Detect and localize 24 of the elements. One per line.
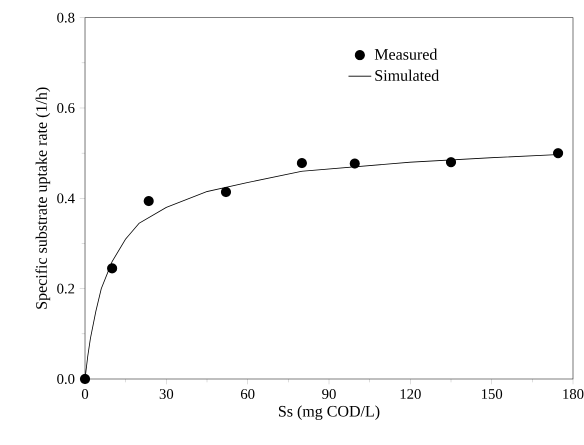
y-tick-label: 0.6 xyxy=(57,103,75,113)
point xyxy=(220,186,232,198)
legend-label: Simulated xyxy=(375,70,440,81)
y-tick-label: 0.0 xyxy=(57,374,74,384)
point xyxy=(144,196,154,206)
point xyxy=(553,148,564,158)
legend-label: Measured xyxy=(374,48,438,60)
point xyxy=(296,158,307,168)
x-axis-title: Ss (mg COD/L) xyxy=(278,405,380,420)
y-tick-label: 0.2 xyxy=(57,284,74,294)
x-tick-label: 120 xyxy=(400,389,421,399)
x-tick-label: 30 xyxy=(160,389,174,399)
y-axis-title: Specific substrate uptake rate (1/h) xyxy=(35,88,50,309)
x-tick-label: 0 xyxy=(82,389,88,399)
x-tick-label: 60 xyxy=(240,389,254,399)
point xyxy=(80,374,90,384)
x-tick-label: 90 xyxy=(322,389,336,399)
x-tick-label: 180 xyxy=(563,389,584,399)
point xyxy=(446,157,456,168)
point xyxy=(350,158,360,169)
y-tick-label: 0.8 xyxy=(57,12,74,23)
point xyxy=(107,263,118,274)
y-tick-label: 0.4 xyxy=(57,193,75,204)
x-tick-label: 150 xyxy=(482,389,502,399)
